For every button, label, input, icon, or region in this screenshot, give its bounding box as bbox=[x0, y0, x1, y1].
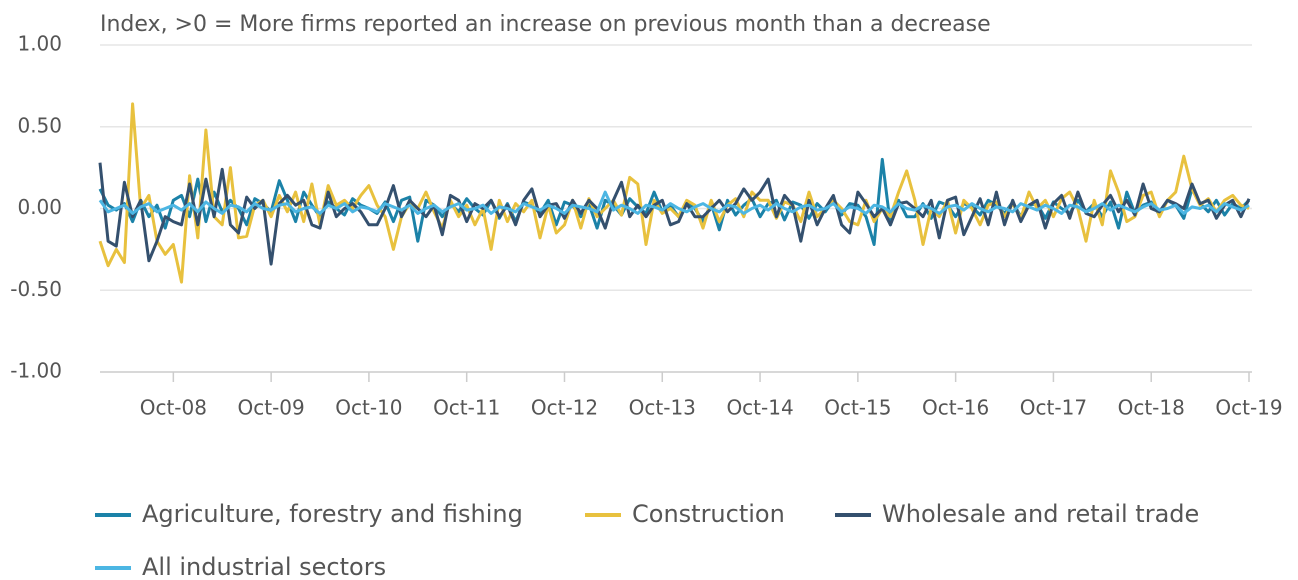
x-tick-label: Oct-18 bbox=[1118, 396, 1185, 420]
y-tick-label: 0.00 bbox=[17, 195, 62, 219]
x-tick-label: Oct-09 bbox=[238, 396, 305, 420]
y-tick-label: 1.00 bbox=[17, 32, 62, 56]
x-tick-label: Oct-10 bbox=[335, 396, 402, 420]
x-tick-label: Oct-19 bbox=[1215, 396, 1282, 420]
chart-title: Index, >0 = More firms reported an incre… bbox=[100, 12, 991, 37]
x-tick-label: Oct-16 bbox=[922, 396, 989, 420]
x-tick-label: Oct-15 bbox=[824, 396, 891, 420]
legend-label: Construction bbox=[632, 500, 785, 528]
legend-label: Agriculture, forestry and fishing bbox=[142, 500, 523, 528]
y-tick-label: -0.50 bbox=[10, 277, 62, 301]
y-tick-label: -1.00 bbox=[10, 359, 62, 383]
series-line bbox=[98, 162, 1251, 266]
legend-label: All industrial sectors bbox=[142, 553, 386, 580]
x-tick-label: Oct-14 bbox=[726, 396, 793, 420]
y-tick-label: 0.50 bbox=[17, 113, 62, 137]
x-tick-label: Oct-17 bbox=[1020, 396, 1087, 420]
series-line bbox=[98, 157, 1251, 246]
x-tick-label: Oct-08 bbox=[140, 396, 207, 420]
series-line bbox=[98, 190, 1250, 215]
x-tick-label: Oct-13 bbox=[629, 396, 696, 420]
legend-label: Wholesale and retail trade bbox=[882, 500, 1199, 528]
x-tick-label: Oct-12 bbox=[531, 396, 598, 420]
x-tick-label: Oct-11 bbox=[433, 396, 500, 420]
